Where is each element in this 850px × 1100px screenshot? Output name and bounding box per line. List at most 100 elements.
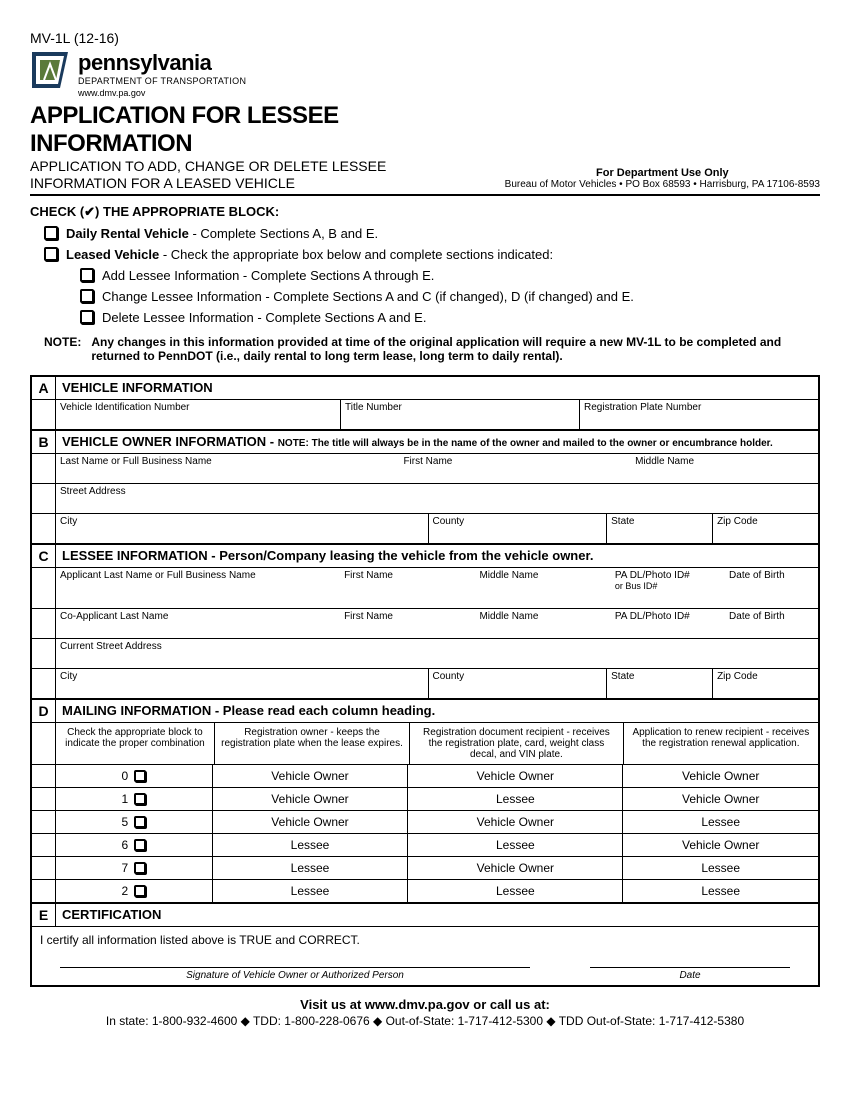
checkbox-add[interactable] (80, 268, 94, 282)
field-coapp-first[interactable]: First Name (340, 609, 475, 638)
option-delete: Delete Lessee Information - Complete Sec… (80, 310, 820, 325)
section-d-title: MAILING INFORMATION - Please read each c… (56, 700, 818, 722)
mail-c2: Lessee (213, 834, 409, 856)
signature-line[interactable]: Signature of Vehicle Owner or Authorized… (60, 967, 530, 981)
mail-checkbox[interactable] (134, 816, 146, 828)
field-app-dlid[interactable]: PA DL/Photo ID#or Bus ID# (611, 568, 725, 608)
label-daily: Daily Rental Vehicle - Complete Sections… (66, 226, 378, 241)
field-plate[interactable]: Registration Plate Number (580, 400, 818, 429)
mail-num: 0 (122, 769, 129, 783)
field-owner-zip[interactable]: Zip Code (713, 514, 818, 543)
mail-checkbox[interactable] (134, 770, 146, 782)
mail-num: 7 (122, 861, 129, 875)
mail-num-cell: 2 (56, 880, 213, 902)
field-owner-city[interactable]: City (56, 514, 429, 543)
mail-checkbox[interactable] (134, 839, 146, 851)
field-coapp-last[interactable]: Co-Applicant Last Name (56, 609, 340, 638)
mail-checkbox[interactable] (134, 793, 146, 805)
field-lessee-city[interactable]: City (56, 669, 429, 698)
mail-num-cell: 0 (56, 765, 213, 787)
field-lessee-street[interactable]: Current Street Address (56, 639, 818, 668)
title-sub1: APPLICATION TO ADD, CHANGE OR DELETE LES… (30, 158, 505, 175)
mail-row: 7 Lessee Vehicle Owner Lessee (32, 857, 818, 880)
option-leased: Leased Vehicle - Check the appropriate b… (44, 247, 820, 262)
option-add: Add Lessee Information - Complete Sectio… (80, 268, 820, 283)
mail-checkbox[interactable] (134, 862, 146, 874)
section-a-title: VEHICLE INFORMATION (56, 377, 818, 399)
mail-c2: Vehicle Owner (213, 765, 409, 787)
mail-rows: 0 Vehicle Owner Vehicle Owner Vehicle Ow… (32, 765, 818, 902)
mail-num: 5 (122, 815, 129, 829)
section-a: A VEHICLE INFORMATION Vehicle Identifica… (30, 375, 820, 431)
checkbox-change[interactable] (80, 289, 94, 303)
header-row: APPLICATION FOR LESSEE INFORMATION APPLI… (30, 102, 820, 196)
section-b: B VEHICLE OWNER INFORMATION - NOTE: The … (30, 429, 820, 545)
mail-c3: Vehicle Owner (408, 857, 623, 879)
section-d: D MAILING INFORMATION - Please read each… (30, 698, 820, 904)
field-coapp-middle[interactable]: Middle Name (475, 609, 610, 638)
dept-name: DEPARTMENT OF TRANSPORTATION (78, 76, 246, 86)
section-d-letter: D (32, 700, 56, 722)
field-lessee-county[interactable]: County (429, 669, 608, 698)
mail-row: 6 Lessee Lessee Vehicle Owner (32, 834, 818, 857)
mail-c4: Lessee (623, 857, 818, 879)
title-sub2: INFORMATION FOR A LEASED VEHICLE (30, 175, 505, 192)
field-owner-street[interactable]: Street Address (56, 484, 818, 513)
checkbox-leased[interactable] (44, 247, 58, 261)
field-owner-first[interactable]: First Name (399, 454, 631, 483)
footer-contact: In state: 1-800-932-4600 ◆ TDD: 1-800-22… (30, 1014, 820, 1028)
mail-row: 2 Lessee Lessee Lessee (32, 880, 818, 902)
mail-c3: Vehicle Owner (408, 765, 623, 787)
checkbox-delete[interactable] (80, 310, 94, 324)
field-title-number[interactable]: Title Number (341, 400, 580, 429)
section-e-title: CERTIFICATION (56, 904, 818, 926)
section-e: E CERTIFICATION I certify all informatio… (30, 902, 820, 987)
state-name: pennsylvania (78, 50, 246, 76)
mail-row: 0 Vehicle Owner Vehicle Owner Vehicle Ow… (32, 765, 818, 788)
section-c: C LESSEE INFORMATION - Person/Company le… (30, 543, 820, 700)
mail-c2: Lessee (213, 857, 409, 879)
mail-c2: Vehicle Owner (213, 811, 409, 833)
mail-num: 6 (122, 838, 129, 852)
title-main: APPLICATION FOR LESSEE INFORMATION (30, 102, 505, 158)
label-change: Change Lessee Information - Complete Sec… (102, 289, 634, 304)
penndot-logo-icon (30, 50, 70, 90)
checkbox-daily[interactable] (44, 226, 58, 240)
website-text: www.dmv.pa.gov (78, 88, 820, 98)
section-c-letter: C (32, 545, 56, 567)
cert-text: I certify all information listed above i… (40, 933, 810, 947)
field-lessee-state[interactable]: State (607, 669, 713, 698)
bureau-address: Bureau of Motor Vehicles • PO Box 68593 … (505, 179, 820, 190)
section-b-title: VEHICLE OWNER INFORMATION - NOTE: The ti… (56, 431, 818, 453)
field-coapp-dlid[interactable]: PA DL/Photo ID# (611, 609, 725, 638)
field-owner-state[interactable]: State (607, 514, 713, 543)
mail-c2: Lessee (213, 880, 409, 902)
section-c-title: LESSEE INFORMATION - Person/Company leas… (56, 545, 818, 567)
field-coapp-dob[interactable]: Date of Birth (725, 609, 818, 638)
mail-checkbox[interactable] (134, 885, 146, 897)
mail-c3: Lessee (408, 834, 623, 856)
mail-c4: Vehicle Owner (623, 788, 818, 810)
field-vin[interactable]: Vehicle Identification Number (56, 400, 341, 429)
mail-num-cell: 6 (56, 834, 213, 856)
field-app-first[interactable]: First Name (340, 568, 475, 608)
field-owner-middle[interactable]: Middle Name (631, 454, 818, 483)
dept-use-only: For Department Use Only (505, 167, 820, 179)
field-owner-county[interactable]: County (429, 514, 608, 543)
field-owner-last[interactable]: Last Name or Full Business Name (56, 454, 399, 483)
field-app-last[interactable]: Applicant Last Name or Full Business Nam… (56, 568, 340, 608)
label-leased: Leased Vehicle - Check the appropriate b… (66, 247, 553, 262)
note-label: NOTE: (44, 335, 81, 363)
mail-row: 1 Vehicle Owner Lessee Vehicle Owner (32, 788, 818, 811)
date-line[interactable]: Date (590, 967, 790, 981)
mail-num: 2 (122, 884, 129, 898)
footer-visit: Visit us at www.dmv.pa.gov or call us at… (30, 997, 820, 1012)
field-lessee-zip[interactable]: Zip Code (713, 669, 818, 698)
field-app-middle[interactable]: Middle Name (475, 568, 610, 608)
note-text: Any changes in this information provided… (91, 335, 820, 363)
mail-num: 1 (122, 792, 129, 806)
mail-c4: Lessee (623, 880, 818, 902)
mail-num-cell: 7 (56, 857, 213, 879)
mail-num-cell: 1 (56, 788, 213, 810)
field-app-dob[interactable]: Date of Birth (725, 568, 818, 608)
